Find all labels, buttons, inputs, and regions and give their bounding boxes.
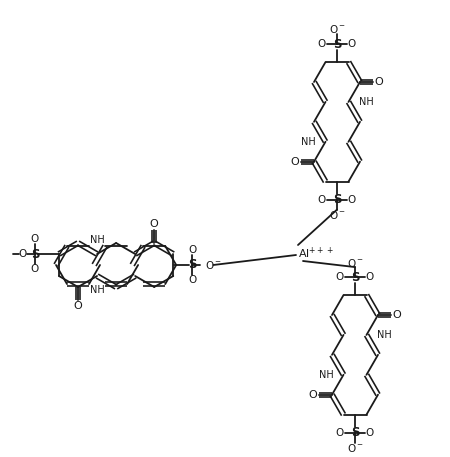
Text: O: O <box>188 275 196 285</box>
Text: O: O <box>31 264 39 274</box>
Text: O: O <box>348 39 356 49</box>
Text: O$^-$: O$^-$ <box>346 257 364 269</box>
Text: O: O <box>318 195 326 205</box>
Text: S: S <box>351 426 359 439</box>
Text: NH: NH <box>90 285 104 295</box>
Text: O: O <box>309 390 317 400</box>
Text: O$^-$: O$^-$ <box>205 259 222 271</box>
Text: O: O <box>74 301 82 311</box>
Text: S: S <box>351 271 359 284</box>
Text: Al$^{+++}$: Al$^{+++}$ <box>298 245 334 260</box>
Text: O: O <box>336 428 344 438</box>
Text: O: O <box>348 195 356 205</box>
Text: O$^-$: O$^-$ <box>346 441 364 454</box>
Text: NH: NH <box>319 370 333 380</box>
Text: O$^-$: O$^-$ <box>328 208 346 221</box>
Text: O: O <box>318 39 326 49</box>
Text: O: O <box>392 310 401 320</box>
Text: O: O <box>366 272 374 282</box>
Text: NH: NH <box>301 137 315 147</box>
Text: O: O <box>336 272 344 282</box>
Text: S: S <box>188 259 197 271</box>
Text: NH: NH <box>377 330 391 340</box>
Text: NH: NH <box>359 97 373 107</box>
Text: O$^-$: O$^-$ <box>328 23 346 35</box>
Text: S: S <box>333 37 341 51</box>
Text: Al$^{+++}$: Al$^{+++}$ <box>0 246 1 260</box>
Text: O: O <box>31 234 39 244</box>
Text: O: O <box>291 157 299 167</box>
Text: S: S <box>333 193 341 206</box>
Text: O: O <box>366 428 374 438</box>
Text: O: O <box>188 245 196 255</box>
Text: NH: NH <box>90 235 104 245</box>
Text: O: O <box>374 77 383 87</box>
Text: O: O <box>19 249 27 259</box>
Text: S: S <box>31 248 39 260</box>
Text: O: O <box>150 219 158 229</box>
